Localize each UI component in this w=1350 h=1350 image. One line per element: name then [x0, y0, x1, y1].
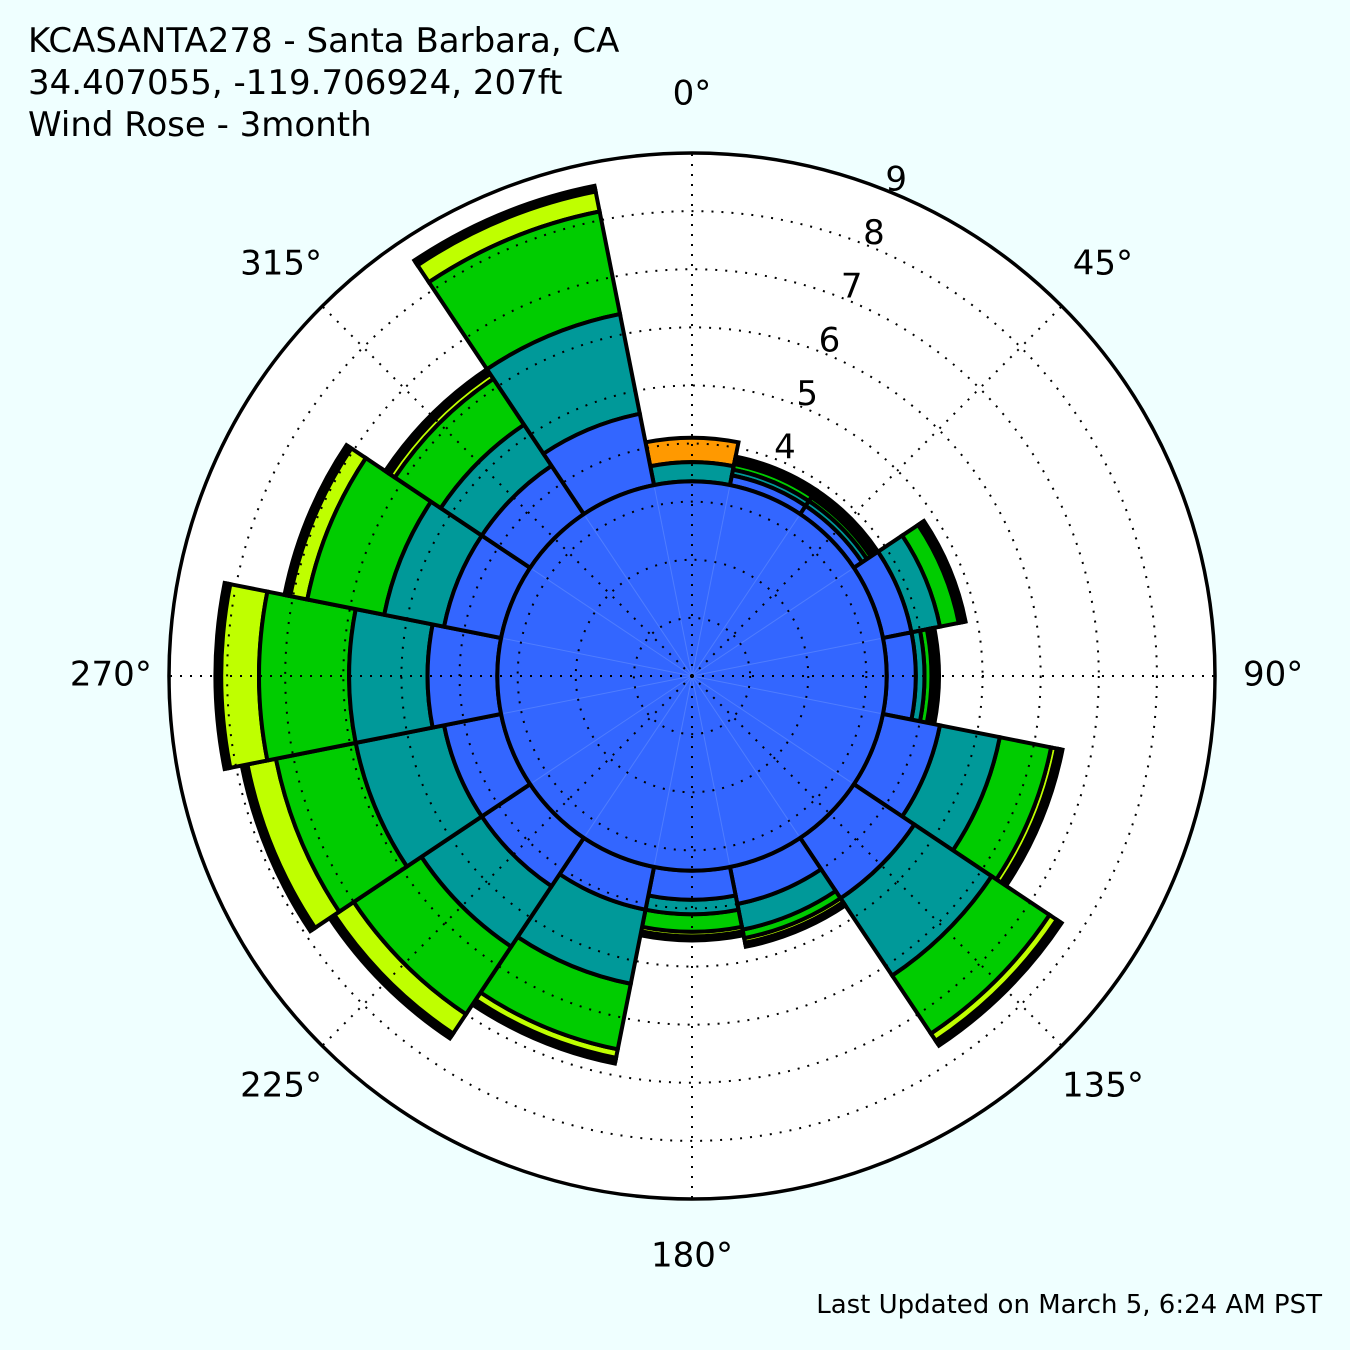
- inner-sector-divider: [691, 569, 852, 677]
- radial-tick-label: 7: [841, 267, 863, 307]
- inner-sector-divider: [532, 569, 693, 677]
- station-coordinates: 34.407055, -119.706924, 207ft: [28, 63, 563, 103]
- angular-grid-line: [321, 305, 693, 677]
- angular-grid-line: [691, 675, 1063, 1047]
- radial-grid-circle: [632, 616, 752, 736]
- radial-tick-label: 9: [885, 159, 907, 199]
- last-updated: Last Updated on March 5, 6:24 AM PST: [816, 1290, 1322, 1320]
- inner-sector-divider: [691, 638, 881, 677]
- radial-grid-circle: [284, 268, 1100, 1084]
- inner-sector-divider: [691, 675, 730, 865]
- inner-sector-divider: [654, 675, 693, 865]
- angle-tick-label: 135°: [1062, 1065, 1144, 1105]
- inner-sector-divider: [503, 675, 693, 714]
- inner-sector-divider: [691, 675, 852, 783]
- radial-tick-label: 4: [774, 428, 796, 468]
- inner-sector-divider: [691, 675, 799, 836]
- inner-sector-divider: [691, 675, 881, 714]
- radial-grid-circle: [342, 326, 1042, 1026]
- angle-tick-label: 270°: [70, 655, 152, 695]
- angle-tick-label: 315°: [240, 244, 322, 284]
- angle-tick-label: 90°: [1243, 655, 1303, 695]
- inner-sector-divider: [585, 675, 693, 836]
- radial-tick-label: 6: [819, 320, 841, 360]
- radial-tick-label: 8: [863, 213, 885, 253]
- inner-sector-divider: [654, 487, 693, 677]
- angle-tick-label: 45°: [1073, 244, 1133, 284]
- inner-sector-divider: [503, 638, 693, 677]
- angle-tick-label: 0°: [673, 73, 712, 113]
- radial-grid-circle: [458, 442, 926, 910]
- inner-sector-divider: [585, 516, 693, 677]
- plot-outline: [167, 151, 1217, 1201]
- angle-tick-label: 180°: [651, 1236, 733, 1276]
- inner-sector-divider: [691, 516, 799, 677]
- chart-subtitle: Wind Rose - 3month: [28, 105, 372, 145]
- station-title: KCASANTA278 - Santa Barbara, CA: [28, 21, 620, 61]
- chart-title-block: KCASANTA278 - Santa Barbara, CA 34.40705…: [28, 20, 619, 146]
- inner-sector-divider: [532, 675, 693, 783]
- angular-grid-line: [691, 305, 1063, 677]
- angle-tick-label: 225°: [240, 1065, 322, 1105]
- angular-grid-line: [321, 675, 693, 1047]
- radial-grid-circle: [574, 558, 810, 794]
- radial-grid-circle: [516, 500, 868, 852]
- inner-sector-divider: [691, 487, 730, 677]
- radial-grid-circle: [226, 210, 1158, 1142]
- radial-tick-label: 5: [796, 374, 818, 414]
